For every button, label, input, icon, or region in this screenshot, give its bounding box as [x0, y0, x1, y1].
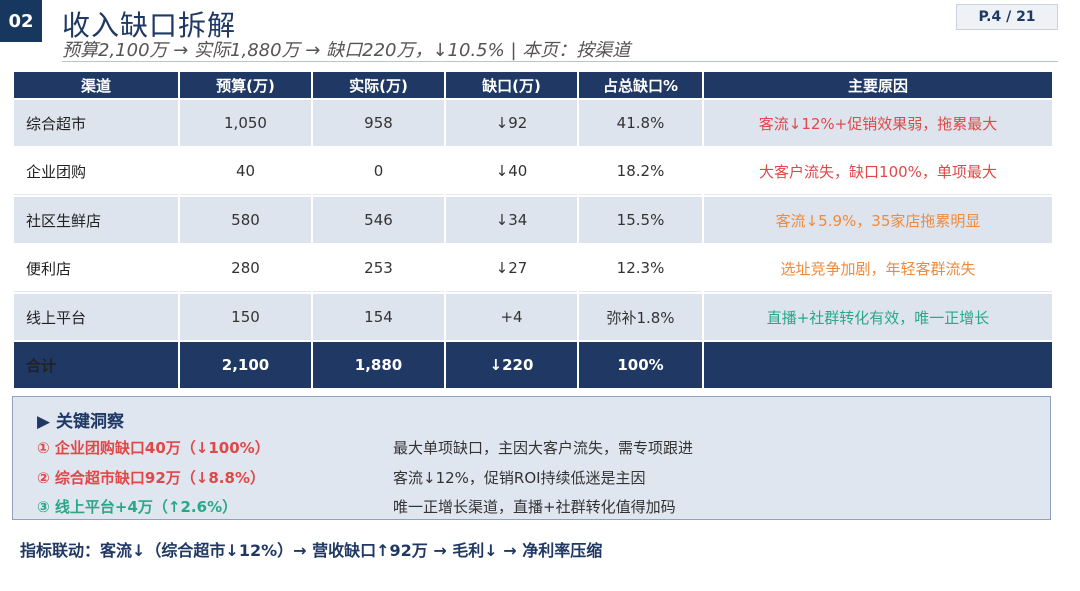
reason-cell: 直播+社群转化有效，唯一正增长: [704, 294, 1052, 340]
share-cell: 15.5%: [579, 197, 702, 243]
actual-cell: 154: [313, 294, 444, 340]
reason-cell: 客流↓12%+促销效果弱，拖累最大: [704, 100, 1052, 146]
share-cell: 12.3%: [579, 245, 702, 292]
share-cell: 18.2%: [579, 148, 702, 195]
gap-cell: +4: [446, 294, 577, 340]
gap-cell: ↓92: [446, 100, 577, 146]
column-header-channel: 渠道: [14, 72, 178, 98]
budget-cell: 150: [180, 294, 311, 340]
total-actual-cell: 1,880: [313, 342, 444, 388]
insight-detail: 最大单项缺口，主因大客户流失，需专项跟进: [393, 439, 694, 457]
gap-cell: ↓27: [446, 245, 577, 292]
actual-cell: 253: [313, 245, 444, 292]
metric-linkage-footer: 指标联动：客流↓（综合超市↓12%）→ 营收缺口↑92万 → 毛利↓ → 净利率…: [20, 541, 603, 560]
budget-cell: 580: [180, 197, 311, 243]
table-row: 综合超市 1,050 958 ↓92 41.8% 客流↓12%+促销效果弱，拖累…: [14, 100, 1052, 146]
insights-heading: ▶ 关键洞察: [37, 412, 124, 432]
gap-cell: ↓40: [446, 148, 577, 195]
channel-cell: 便利店: [14, 245, 178, 292]
actual-cell: 546: [313, 197, 444, 243]
column-header-budget: 预算(万): [180, 72, 311, 98]
total-reason-cell: [704, 342, 1052, 388]
total-budget-cell: 2,100: [180, 342, 311, 388]
section-number-badge: 02: [0, 0, 42, 42]
gap-cell: ↓34: [446, 197, 577, 243]
page-title: 收入缺口拆解: [62, 9, 237, 42]
title-divider: [62, 61, 1058, 62]
channel-cell: 线上平台: [14, 294, 178, 340]
budget-cell: 280: [180, 245, 311, 292]
page-number: P.4 / 21: [956, 4, 1058, 30]
column-header-actual: 实际(万): [313, 72, 444, 98]
insight-label: ③ 线上平台+4万（↑2.6%）: [37, 498, 238, 516]
key-insights-box: ▶ 关键洞察 ① 企业团购缺口40万（↓100%） 最大单项缺口，主因大客户流失…: [12, 396, 1051, 520]
table-row: 线上平台 150 154 +4 弥补1.8% 直播+社群转化有效，唯一正增长: [14, 294, 1052, 340]
table-row: 企业团购 40 0 ↓40 18.2% 大客户流失，缺口100%，单项最大: [14, 148, 1052, 195]
share-cell: 弥补1.8%: [579, 294, 702, 340]
total-gap-cell: ↓220: [446, 342, 577, 388]
actual-cell: 0: [313, 148, 444, 195]
channel-cell: 社区生鲜店: [14, 197, 178, 243]
share-cell: 41.8%: [579, 100, 702, 146]
insight-label: ② 综合超市缺口92万（↓8.8%）: [37, 469, 265, 487]
channel-cell: 综合超市: [14, 100, 178, 146]
table-row: 便利店 280 253 ↓27 12.3% 选址竞争加剧，年轻客群流失: [14, 245, 1052, 292]
table-row: 社区生鲜店 580 546 ↓34 15.5% 客流↓5.9%，35家店拖累明显: [14, 197, 1052, 243]
total-share-cell: 100%: [579, 342, 702, 388]
insight-label: ① 企业团购缺口40万（↓100%）: [37, 439, 270, 457]
table-header-row: 渠道 预算(万) 实际(万) 缺口(万) 占总缺口% 主要原因: [14, 72, 1052, 98]
column-header-gap: 缺口(万): [446, 72, 577, 98]
budget-cell: 1,050: [180, 100, 311, 146]
insight-detail: 客流↓12%，促销ROI持续低迷是主因: [393, 469, 646, 487]
column-header-reason: 主要原因: [704, 72, 1052, 98]
budget-cell: 40: [180, 148, 311, 195]
actual-cell: 958: [313, 100, 444, 146]
table-total-row: 合计 2,100 1,880 ↓220 100%: [14, 342, 1052, 388]
reason-cell: 大客户流失，缺口100%，单项最大: [704, 148, 1052, 195]
column-header-share: 占总缺口%: [579, 72, 702, 98]
reason-cell: 客流↓5.9%，35家店拖累明显: [704, 197, 1052, 243]
total-label-cell: 合计: [14, 342, 178, 388]
channel-cell: 企业团购: [14, 148, 178, 195]
insight-detail: 唯一正增长渠道，直播+社群转化值得加码: [393, 498, 676, 516]
channel-gap-table: 渠道 预算(万) 实际(万) 缺口(万) 占总缺口% 主要原因 综合超市 1,0…: [12, 70, 1054, 390]
reason-cell: 选址竞争加剧，年轻客群流失: [704, 245, 1052, 292]
page-subtitle: 预算2,100万 → 实际1,880万 → 缺口220万，↓10.5% | 本页…: [62, 40, 631, 61]
